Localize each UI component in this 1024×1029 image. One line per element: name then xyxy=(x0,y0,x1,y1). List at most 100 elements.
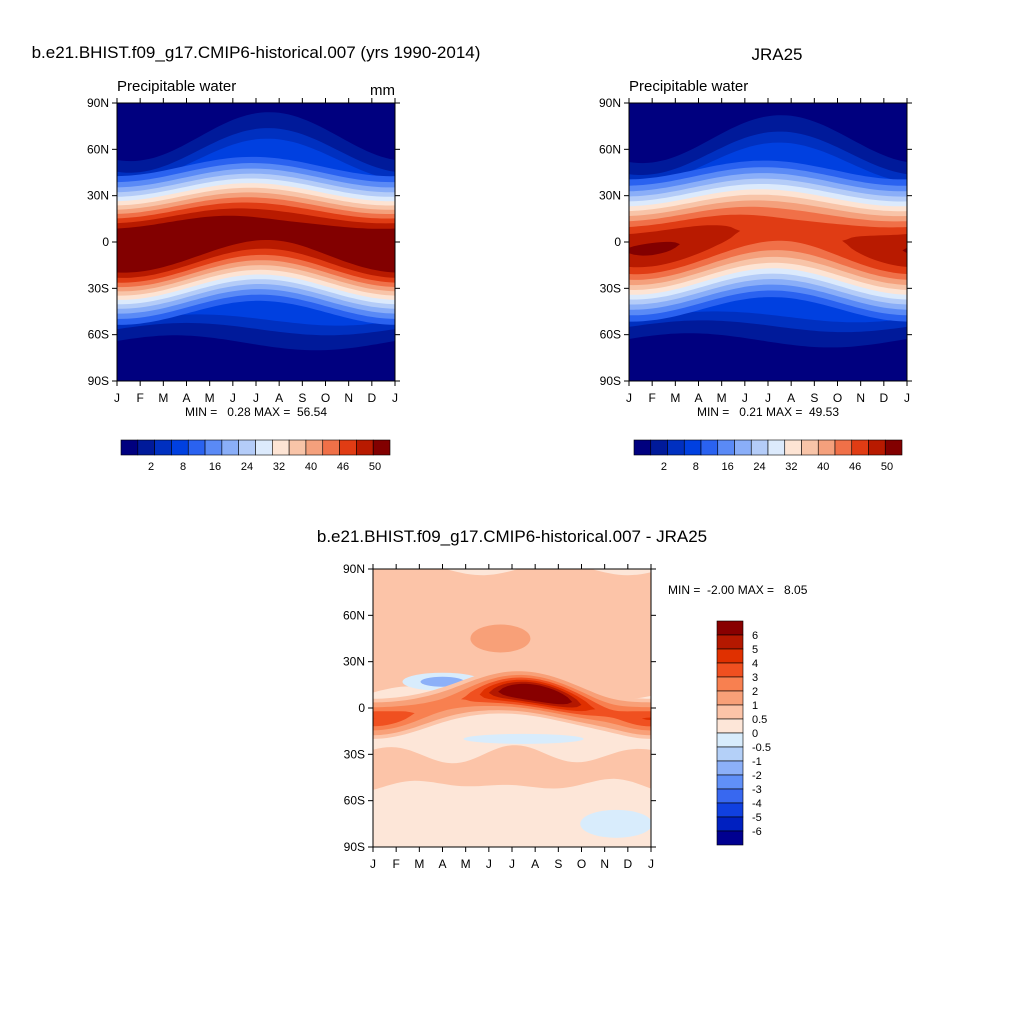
x-tick-label: J xyxy=(230,391,236,405)
x-tick-label: J xyxy=(904,391,910,405)
colorbar-box xyxy=(339,439,357,456)
x-tick-label: M xyxy=(205,391,215,405)
x-tick-label: A xyxy=(438,857,446,871)
y-tick-label: 90S xyxy=(88,374,109,388)
x-tick-label: J xyxy=(370,857,376,871)
y-tick-label: 30S xyxy=(600,281,621,295)
colorbar-box xyxy=(683,439,702,456)
colorbar-box xyxy=(716,732,744,748)
contour-field xyxy=(629,103,907,381)
colorbar-box xyxy=(717,439,735,456)
colorbar-label: -4 xyxy=(752,798,762,810)
panel-title: JRA25 xyxy=(751,45,802,64)
colorbar-box xyxy=(650,439,668,456)
x-tick-label: S xyxy=(810,391,818,405)
colorbar-label: 32 xyxy=(273,461,285,473)
x-tick-label: A xyxy=(182,391,190,405)
x-tick-label: M xyxy=(414,857,424,871)
x-tick-label: J xyxy=(486,857,492,871)
colorbar-box xyxy=(255,439,273,456)
colorbar-box xyxy=(238,439,256,456)
colorbar-box xyxy=(716,634,744,650)
colorbar-label: -5 xyxy=(752,812,762,824)
colorbar-box xyxy=(716,830,744,846)
colorbar-label: -0.5 xyxy=(752,742,771,754)
colorbar-label: 8 xyxy=(693,461,699,473)
y-tick-label: 60N xyxy=(343,608,365,622)
x-tick-label: M xyxy=(461,857,471,871)
colorbar-box xyxy=(716,802,744,818)
x-tick-label: D xyxy=(623,857,632,871)
x-tick-label: N xyxy=(344,391,353,405)
colorbar-box xyxy=(716,816,744,832)
x-tick-label: O xyxy=(577,857,586,871)
min-max-stats: MIN = -2.00 MAX = 8.05 xyxy=(668,583,808,597)
colorbar-box xyxy=(801,439,819,456)
colorbar-label: -3 xyxy=(752,784,762,796)
x-tick-label: J xyxy=(392,391,398,405)
contour-band xyxy=(373,677,651,727)
colorbar-label: 32 xyxy=(785,461,797,473)
colorbar-box xyxy=(187,439,206,456)
colorbar-box xyxy=(716,760,744,776)
panel-title: b.e21.BHIST.f09_g17.CMIP6-historical.007… xyxy=(317,527,707,546)
contour-blob xyxy=(580,809,651,838)
y-tick-label: 90N xyxy=(87,96,109,110)
colorbar-label: 0 xyxy=(752,728,758,740)
contour-band xyxy=(373,679,651,721)
colorbar-label: 50 xyxy=(881,461,893,473)
colorbar-label: 16 xyxy=(722,461,734,473)
x-tick-label: J xyxy=(626,391,632,405)
colorbar-box xyxy=(716,788,744,804)
colorbar-box xyxy=(716,662,744,678)
contour-band xyxy=(373,745,651,790)
x-tick-label: J xyxy=(509,857,515,871)
colorbar-box xyxy=(288,439,307,456)
y-tick-label: 60S xyxy=(600,328,621,342)
colorbar-label: 40 xyxy=(817,461,829,473)
colorbar-label: 5 xyxy=(752,644,758,656)
colorbar-box xyxy=(305,439,324,456)
colorbar-box xyxy=(784,439,802,456)
x-tick-label: S xyxy=(298,391,306,405)
y-tick-label: 30S xyxy=(344,747,365,761)
x-tick-label: A xyxy=(275,391,283,405)
panel-subtitle: Precipitable water xyxy=(629,78,748,95)
x-tick-label: D xyxy=(879,391,888,405)
colorbar-box xyxy=(851,439,869,456)
y-tick-label: 0 xyxy=(102,235,109,249)
colorbar-label: 16 xyxy=(209,461,221,473)
colorbar-label: 2 xyxy=(752,686,758,698)
colorbar-label: 3 xyxy=(752,672,758,684)
colorbar-box xyxy=(716,648,744,664)
colorbar-box xyxy=(372,439,391,456)
contour-band xyxy=(629,225,907,268)
x-tick-label: M xyxy=(670,391,680,405)
colorbar-label: 8 xyxy=(180,461,186,473)
colorbar-box xyxy=(716,704,744,720)
colorbar-box xyxy=(154,439,172,456)
colorbar-label: -1 xyxy=(752,756,762,768)
colorbar-box xyxy=(667,439,685,456)
colorbar-box xyxy=(204,439,223,456)
x-tick-label: J xyxy=(253,391,259,405)
x-tick-label: A xyxy=(531,857,539,871)
x-tick-label: S xyxy=(554,857,562,871)
x-tick-label: J xyxy=(114,391,120,405)
min-max-stats: MIN = 0.21 MAX = 49.53 xyxy=(697,405,839,419)
contour-field xyxy=(373,569,651,847)
colorbar-box xyxy=(137,439,155,456)
y-tick-label: 90S xyxy=(600,374,621,388)
colorbar-box xyxy=(272,439,290,456)
colorbar-label: 40 xyxy=(305,461,317,473)
y-tick-label: 90S xyxy=(344,840,365,854)
x-tick-label: F xyxy=(136,391,143,405)
panel-title: b.e21.BHIST.f09_g17.CMIP6-historical.007… xyxy=(32,43,481,62)
colorbar-box xyxy=(322,439,340,456)
y-tick-label: 0 xyxy=(614,235,621,249)
contour-band xyxy=(373,683,651,719)
contour-field xyxy=(117,103,395,381)
colorbar-box xyxy=(734,439,752,456)
panel-subtitle: Precipitable water xyxy=(117,78,236,95)
x-tick-label: F xyxy=(648,391,655,405)
